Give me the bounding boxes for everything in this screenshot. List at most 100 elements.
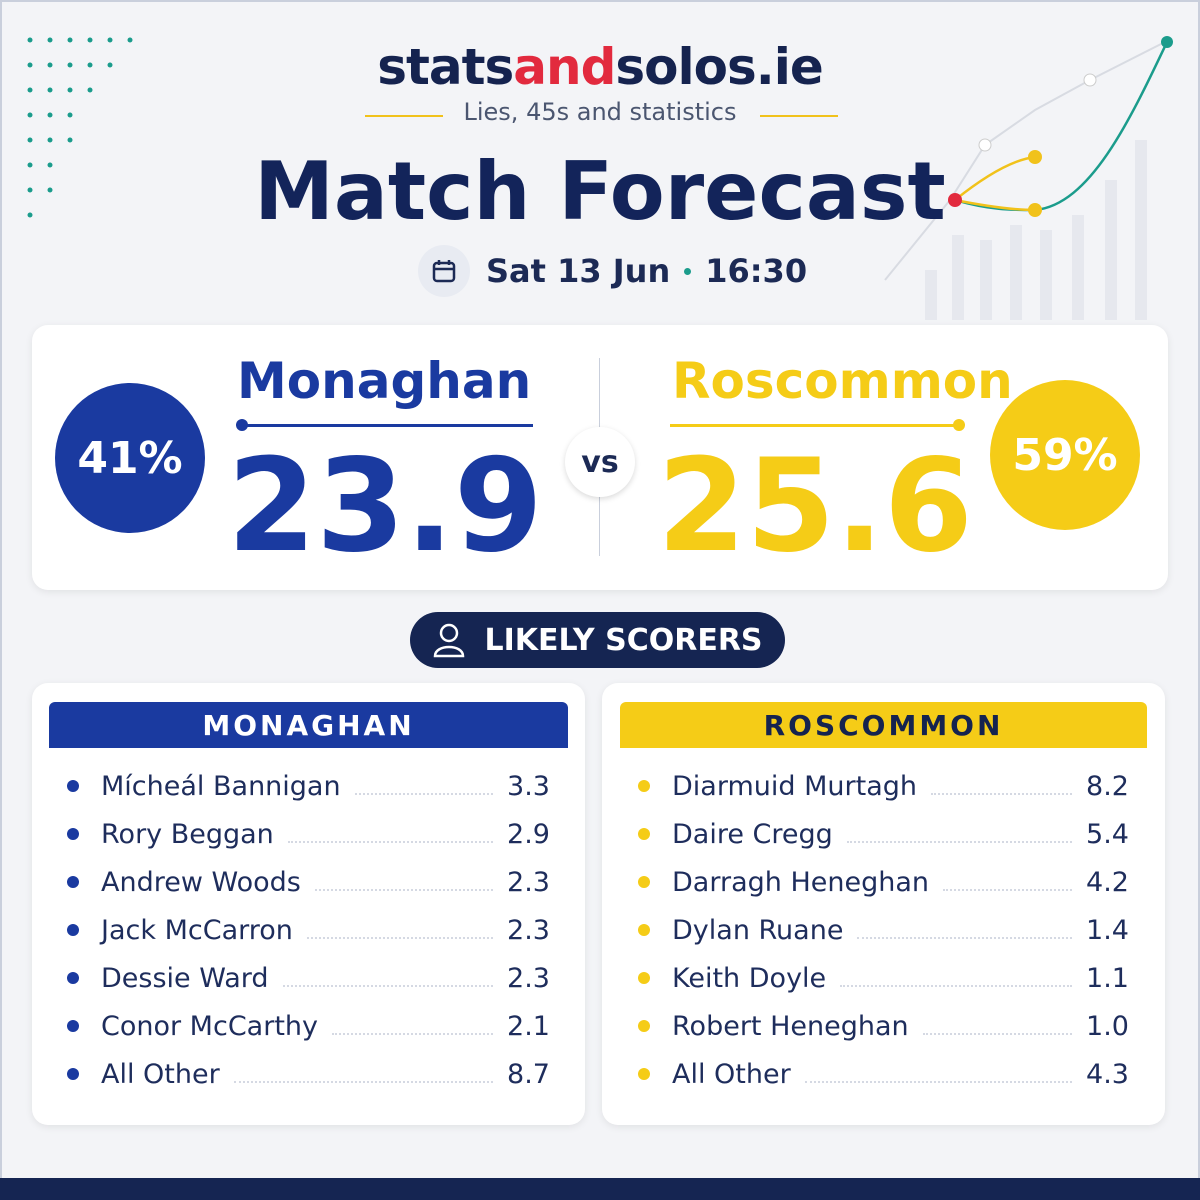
player-score: 4.3: [1086, 1058, 1129, 1090]
scorer-row: Dessie Ward 2.3: [67, 954, 550, 1002]
player-name: Diarmuid Murtagh: [672, 770, 917, 802]
leader-line: [857, 937, 1073, 939]
title: Match Forecast: [254, 145, 946, 238]
footer-bar: [0, 1178, 1200, 1200]
tagline-rule: [365, 115, 443, 117]
win-probability: 41%: [55, 383, 205, 533]
logo-part: stats: [377, 38, 514, 96]
scorer-row: Conor McCarthy 2.1: [67, 1002, 550, 1050]
scorer-row: Keith Doyle 1.1: [638, 954, 1129, 1002]
scorer-row: Dylan Ruane 1.4: [638, 906, 1129, 954]
date-row: Sat 13 Jun 16:30: [418, 245, 807, 297]
team-underline: [670, 424, 960, 427]
team-name: Roscommon: [672, 352, 1013, 410]
player-name: Conor McCarthy: [101, 1010, 319, 1042]
logo-part: solos.ie: [615, 38, 823, 96]
time: 16:30: [705, 252, 808, 290]
panel-header: MONAGHAN: [49, 702, 568, 748]
win-probability: 59%: [990, 380, 1140, 530]
player-name: Rory Beggan: [101, 818, 274, 850]
bullet: [67, 876, 79, 888]
bullet: [638, 972, 650, 984]
scorers-panel: ROSCOMMON Diarmuid Murtagh 8.2 Daire Cregg 5…: [602, 683, 1165, 1125]
leader-line: [846, 841, 1073, 843]
leader-line: [354, 793, 494, 795]
vs-badge: vs: [565, 427, 635, 497]
bullet: [67, 828, 79, 840]
tagline-rule: [760, 115, 838, 117]
scorer-row: Robert Heneghan 1.0: [638, 1002, 1129, 1050]
bullet: [67, 780, 79, 792]
scorer-row: Mícheál Bannigan 3.3: [67, 762, 550, 810]
scorer-row: Daire Cregg 5.4: [638, 810, 1129, 858]
scorer-list: Mícheál Bannigan 3.3 Rory Beggan 2.9 Andrew …: [49, 748, 568, 1098]
player-name: All Other: [672, 1058, 791, 1090]
player-name: Darragh Heneghan: [672, 866, 929, 898]
scorer-row: All Other 4.3: [638, 1050, 1129, 1098]
leader-line: [840, 985, 1073, 987]
player-name: Robert Heneghan: [672, 1010, 909, 1042]
scorers-panel: MONAGHAN Mícheál Bannigan 3.3 Rory Beggan 2.…: [32, 683, 585, 1125]
predicted-score: 23.9: [227, 432, 543, 581]
player-score: 3.3: [507, 770, 550, 802]
team-name: Monaghan: [237, 352, 532, 410]
player-score: 4.2: [1086, 866, 1129, 898]
section-title: LIKELY SCORERS: [484, 622, 763, 658]
player-name: Daire Cregg: [672, 818, 833, 850]
scorer-list: Diarmuid Murtagh 8.2 Daire Cregg 5.4 Darragh…: [620, 748, 1147, 1098]
bullet: [67, 1020, 79, 1032]
player-name: Mícheál Bannigan: [101, 770, 341, 802]
leader-line: [314, 889, 494, 891]
bullet: [67, 972, 79, 984]
scorer-row: Darragh Heneghan 4.2: [638, 858, 1129, 906]
bullet: [638, 1068, 650, 1080]
predicted-score: 25.6: [657, 432, 973, 581]
player-score: 2.9: [507, 818, 550, 850]
leader-line: [233, 1081, 494, 1083]
bullet: [638, 780, 650, 792]
player-name: Dessie Ward: [101, 962, 269, 994]
player-name: Jack McCarron: [101, 914, 293, 946]
player-score: 1.0: [1086, 1010, 1129, 1042]
leader-line: [943, 889, 1073, 891]
leader-line: [287, 841, 494, 843]
leader-line: [931, 793, 1073, 795]
team-underline: [237, 424, 533, 427]
bullet: [638, 876, 650, 888]
leader-line: [306, 937, 494, 939]
scorer-row: Diarmuid Murtagh 8.2: [638, 762, 1129, 810]
player-name: Dylan Ruane: [672, 914, 844, 946]
section-pill: LIKELY SCORERS: [410, 612, 785, 668]
player-score: 8.2: [1086, 770, 1129, 802]
player-score: 2.3: [507, 962, 550, 994]
scorer-row: Jack McCarron 2.3: [67, 906, 550, 954]
dot-pattern: [27, 37, 133, 218]
leader-line: [922, 1033, 1073, 1035]
player-score: 2.1: [507, 1010, 550, 1042]
logo-part: and: [513, 38, 616, 96]
player-score: 2.3: [507, 866, 550, 898]
bullet: [67, 924, 79, 936]
panel-header: ROSCOMMON: [620, 702, 1147, 748]
underline-dot: [236, 419, 248, 431]
tagline: Lies, 45s and statistics: [463, 98, 737, 126]
player-score: 2.3: [507, 914, 550, 946]
player-name: All Other: [101, 1058, 220, 1090]
player-score: 8.7: [507, 1058, 550, 1090]
underline-dot: [953, 419, 965, 431]
leader-line: [804, 1081, 1073, 1083]
bullet: [67, 1068, 79, 1080]
bullet: [638, 1020, 650, 1032]
player-name: Andrew Woods: [101, 866, 301, 898]
calendar-icon: [418, 245, 470, 297]
player-score: 5.4: [1086, 818, 1129, 850]
scorer-row: Andrew Woods 2.3: [67, 858, 550, 906]
person-icon: [434, 623, 465, 658]
logo: statsandsolos.ie: [0, 38, 1200, 96]
bullet: [638, 924, 650, 936]
player-score: 1.1: [1086, 962, 1129, 994]
player-name: Keith Doyle: [672, 962, 827, 994]
scorer-row: All Other 8.7: [67, 1050, 550, 1098]
bullet: [638, 828, 650, 840]
